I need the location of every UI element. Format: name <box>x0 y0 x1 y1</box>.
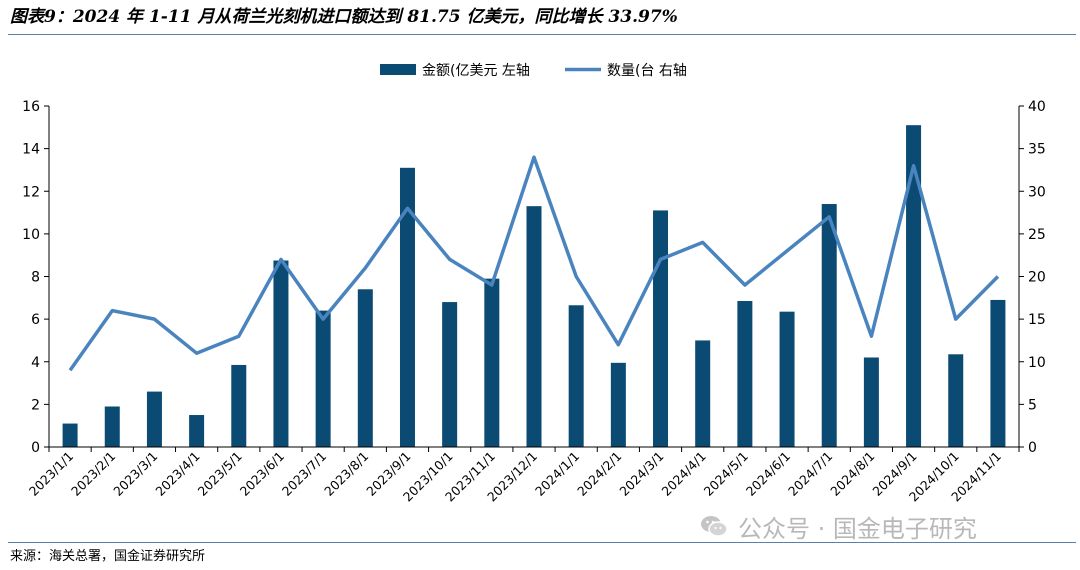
bar-2024/6/1 <box>779 311 795 447</box>
x-tick-label: 2023/3/1 <box>110 449 160 499</box>
x-tick-label: 2023/2/1 <box>68 449 118 499</box>
right-tick-label: 40 <box>1028 99 1046 115</box>
right-tick-label: 15 <box>1028 312 1046 328</box>
x-tick-label: 2024/3/1 <box>616 449 666 499</box>
wechat-icon <box>700 514 728 538</box>
right-tick-label: 10 <box>1028 355 1046 371</box>
left-tick-label: 2 <box>31 397 40 413</box>
left-tick-label: 0 <box>31 440 40 456</box>
legend-bar-label: 金额(亿美元 左轴 <box>422 63 530 79</box>
bar-2023/7/1 <box>315 310 331 447</box>
x-tick-label: 2024/7/1 <box>785 449 835 499</box>
bar-2024/7/1 <box>821 204 837 447</box>
source-note: 来源：海关总署，国金证券研究所 <box>10 549 206 564</box>
bar-2023/9/1 <box>399 167 415 447</box>
right-tick-label: 25 <box>1028 227 1046 243</box>
x-tick-label: 2024/6/1 <box>743 449 793 499</box>
bar-2023/6/1 <box>273 260 289 447</box>
left-tick-label: 6 <box>31 312 40 328</box>
line-series <box>68 155 1000 372</box>
bar-2023/3/1 <box>146 391 162 447</box>
bar-2024/4/1 <box>695 340 711 447</box>
right-tick-label: 30 <box>1028 184 1046 200</box>
x-tick-label: 2024/1/1 <box>532 449 582 499</box>
x-tick-label: 2024/5/1 <box>701 449 751 499</box>
left-tick-label: 12 <box>22 184 40 200</box>
bar-series <box>62 125 1006 448</box>
bar-2024/5/1 <box>737 301 753 447</box>
left-tick-label: 4 <box>31 355 40 371</box>
bar-2023/5/1 <box>231 364 247 447</box>
bar-2023/11/1 <box>484 278 500 447</box>
bar-2024/11/1 <box>990 299 1006 447</box>
watermark: 公众号 · 国金电子研究 <box>700 508 977 544</box>
bar-2024/1/1 <box>568 305 584 447</box>
x-tick-label: 2023/8/1 <box>321 449 371 499</box>
bar-2024/2/1 <box>610 362 626 447</box>
bar-2023/12/1 <box>526 206 542 447</box>
footer-rule <box>8 542 1076 543</box>
bar-2023/10/1 <box>442 302 458 447</box>
bar-2023/1/1 <box>62 423 78 447</box>
bar-2023/2/1 <box>104 406 120 447</box>
x-tick-label: 2024/8/1 <box>827 449 877 499</box>
x-tick-label: 2023/1/1 <box>26 449 76 499</box>
right-tick-label: 5 <box>1028 397 1037 413</box>
left-tick-label: 14 <box>22 142 40 158</box>
bar-2024/9/1 <box>906 125 922 448</box>
legend-line-label: 数量(台 右轴 <box>607 63 687 79</box>
x-tick-label: 2024/4/1 <box>659 449 709 499</box>
title-rule <box>8 34 1076 35</box>
right-tick-label: 0 <box>1028 440 1037 456</box>
x-tick-label: 2023/4/1 <box>152 449 202 499</box>
chart-legend: 金额(亿美元 左轴 数量(台 右轴 <box>380 63 687 79</box>
legend-bar-swatch <box>380 64 416 75</box>
chart-title: 图表9：2024 年 1-11 月从荷兰光刻机进口额达到 81.75 亿美元，同… <box>10 7 678 27</box>
line-quantity <box>68 155 1000 372</box>
x-tick-label: 2023/6/1 <box>237 449 287 499</box>
bar-2023/4/1 <box>189 415 205 447</box>
right-tick-label: 35 <box>1028 142 1046 158</box>
left-tick-label: 8 <box>31 270 40 286</box>
bar-2024/10/1 <box>948 354 964 447</box>
watermark-text: 公众号 · 国金电子研究 <box>738 514 977 543</box>
left-tick-label: 16 <box>22 99 40 115</box>
right-tick-label: 20 <box>1028 270 1046 286</box>
bar-2023/8/1 <box>357 289 373 447</box>
x-tick-label: 2024/2/1 <box>574 449 624 499</box>
bar-line-chart: 金额(亿美元 左轴 数量(台 右轴 0 2 4 6 8 10 12 14 16 0 5 10 15 20 25… <box>22 63 1046 504</box>
left-tick-label: 10 <box>22 227 40 243</box>
bar-2024/3/1 <box>653 210 669 447</box>
bar-2024/8/1 <box>863 357 879 447</box>
x-tick-label: 2023/7/1 <box>279 449 329 499</box>
x-tick-label: 2023/5/1 <box>195 449 245 499</box>
